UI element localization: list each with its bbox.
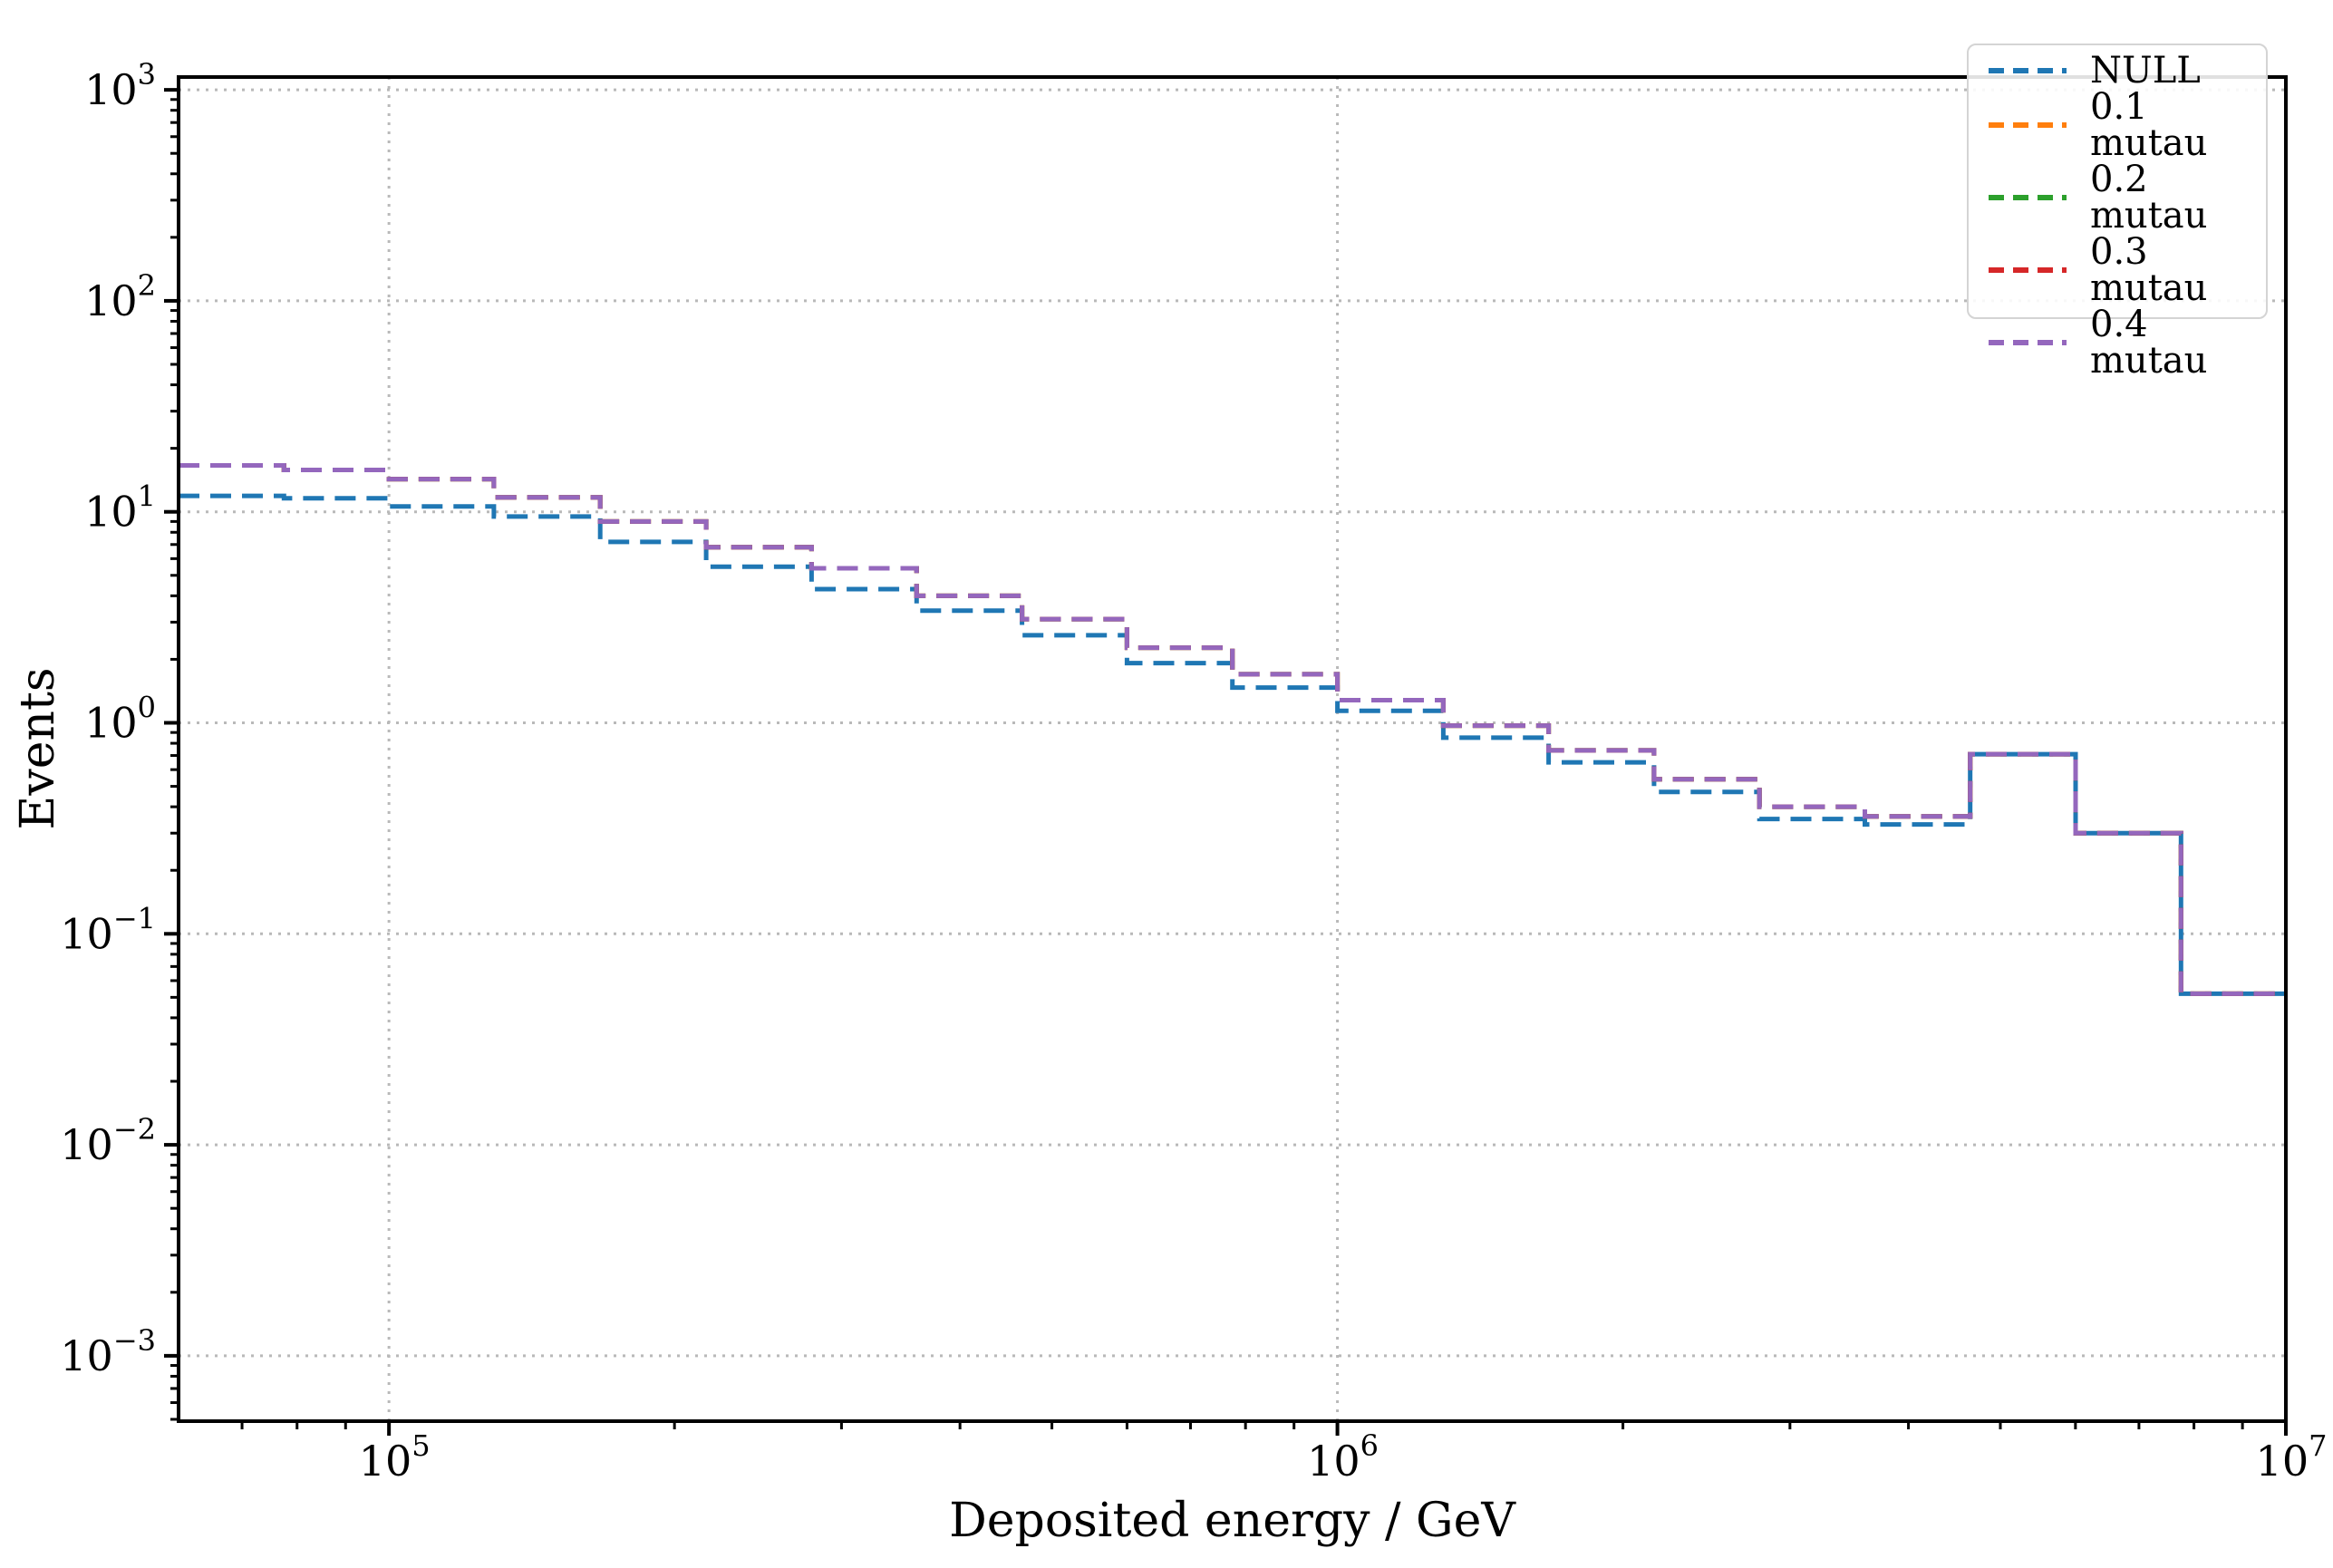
- legend-item: NULL: [1989, 53, 2248, 89]
- legend-dash-swatch-icon: [1989, 195, 2067, 200]
- legend: NULL 0.1 mutau 0.2 mutau 0.3 mutau 0.4 m…: [1967, 44, 2268, 379]
- legend-item-label: 0.3 mutau: [2090, 231, 2208, 309]
- series-line-0.3-mutau: [179, 463, 2286, 996]
- legend-dash-swatch-icon: [1989, 68, 2067, 73]
- series-line-0.1-mutau: [179, 463, 2286, 996]
- y-tick-label: 10−2: [60, 1112, 156, 1169]
- x-tick-label: 106: [1307, 1428, 1379, 1486]
- series-line-0.4-mutau: [179, 463, 2286, 996]
- legend-item-label: 0.4 mutau: [2090, 304, 2208, 382]
- legend-item: 0.2 mutau: [1989, 161, 2248, 234]
- y-tick-label: 10−3: [60, 1323, 156, 1380]
- x-tick-label: 107: [2256, 1428, 2328, 1486]
- legend-item: 0.3 mutau: [1989, 234, 2248, 306]
- legend-dash-swatch-icon: [1989, 122, 2067, 128]
- legend-item-label: 0.1 mutau: [2090, 86, 2208, 164]
- axes-spines: [177, 75, 2288, 1423]
- legend-item: 0.1 mutau: [1989, 89, 2248, 161]
- series-line-0.2-mutau: [179, 463, 2286, 996]
- legend-dash-swatch-icon: [1989, 267, 2067, 273]
- legend-item: 0.4 mutau: [1989, 306, 2248, 379]
- y-tick-label: 101: [84, 479, 156, 537]
- y-tick-label: 100: [84, 691, 156, 748]
- legend-item-label: 0.2 mutau: [2090, 159, 2208, 237]
- legend-item-label: NULL: [2090, 50, 2201, 92]
- series-lines: [179, 463, 2286, 996]
- series-line-NULL: [179, 493, 2286, 996]
- y-axis-label: Events: [11, 667, 65, 830]
- legend-dash-swatch-icon: [1989, 340, 2067, 345]
- y-tick-label: 103: [84, 57, 156, 114]
- x-axis-label: Deposited energy / GeV: [949, 1494, 1515, 1548]
- axis-ticks: [164, 88, 2288, 1436]
- x-tick-label: 105: [359, 1428, 431, 1486]
- y-tick-label: 102: [84, 268, 156, 325]
- y-tick-label: 10−1: [60, 901, 156, 958]
